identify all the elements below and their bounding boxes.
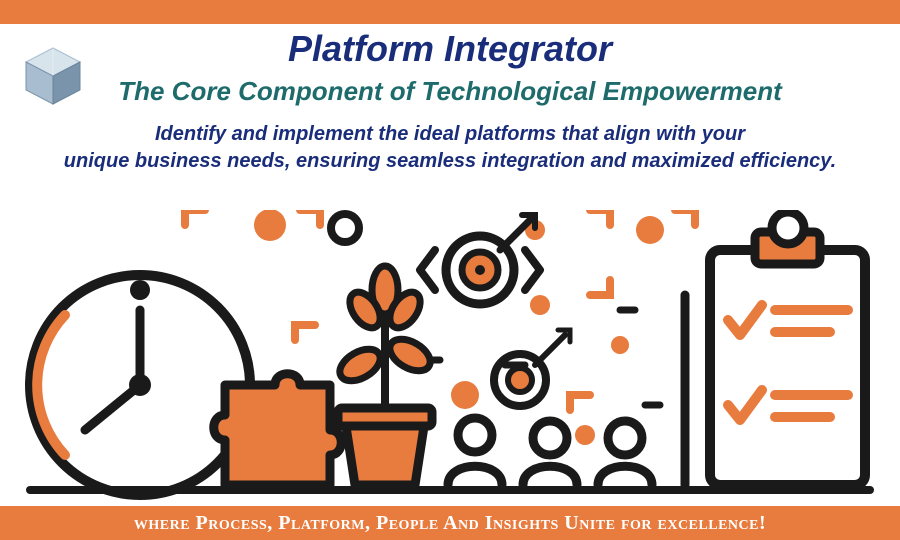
footer-bar: where Process, Platform, People And Insi… [0,506,900,540]
target-icon [420,215,540,304]
top-accent-bar [0,0,900,24]
main-title: Platform Integrator [0,28,900,70]
description-line-1: Identify and implement the ideal platfor… [155,123,745,145]
subtitle: The Core Component of Technological Empo… [0,76,900,107]
plant-pot-icon [334,266,435,485]
footer-text: where Process, Platform, People And Insi… [134,512,766,535]
infographic-illustration [0,210,900,506]
cube-logo-icon [18,42,88,117]
description-line-2: unique business needs, ensuring seamless… [64,150,836,172]
description-text: Identify and implement the ideal platfor… [0,121,900,175]
people-icon [448,418,652,485]
clipboard-checklist-icon [710,212,865,485]
puzzle-piece-icon [214,374,342,485]
clock-icon [30,275,250,495]
